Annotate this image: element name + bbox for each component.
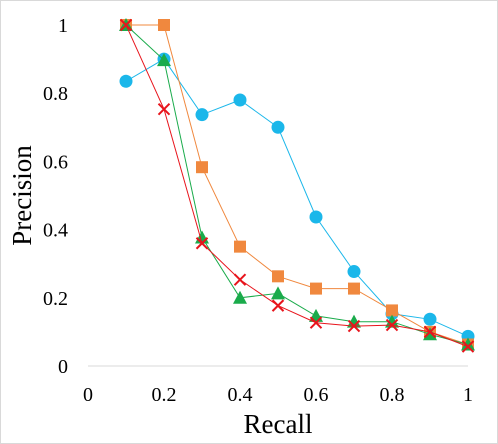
data-point xyxy=(423,325,437,339)
x-tick-label: 0.4 xyxy=(228,384,253,406)
data-point xyxy=(309,308,323,322)
y-tick-label: 0.8 xyxy=(43,83,68,105)
data-point xyxy=(347,265,361,279)
data-point xyxy=(347,319,361,333)
data-point xyxy=(233,273,247,286)
data-point xyxy=(347,314,361,328)
y-tick-label: 1 xyxy=(58,15,68,37)
data-point xyxy=(157,103,171,116)
y-tick-label: 0.4 xyxy=(43,220,68,242)
series-line xyxy=(126,24,469,345)
y-axis-title: Precision xyxy=(7,145,37,246)
x-tick-label: 0.8 xyxy=(380,384,405,406)
series-line xyxy=(125,58,469,337)
y-tick-label: 0.2 xyxy=(43,288,68,310)
x-tick-label: 1 xyxy=(463,384,473,406)
data-point xyxy=(195,237,209,250)
x-tick-label: 0.2 xyxy=(152,384,177,406)
data-point xyxy=(196,161,208,174)
data-point xyxy=(157,53,171,67)
x-axis-title: Recall xyxy=(244,409,313,439)
data-point xyxy=(461,340,475,353)
data-point xyxy=(233,93,247,107)
data-point xyxy=(271,120,285,134)
series-layer xyxy=(119,18,475,353)
data-point xyxy=(272,270,284,283)
data-point xyxy=(195,108,209,122)
data-point xyxy=(423,327,437,341)
series-line xyxy=(125,24,469,348)
series-triangle xyxy=(119,18,475,351)
tick-labels: 0 0.2 0.4 0.6 0.8 1 0 0.2 0.4 0.6 0.8 1 xyxy=(43,15,473,406)
data-point xyxy=(386,304,398,317)
series-x xyxy=(119,18,475,353)
data-point xyxy=(119,18,133,32)
data-point xyxy=(348,282,360,295)
data-point xyxy=(233,290,247,304)
x-tick-label: 0.6 xyxy=(304,384,329,406)
data-point xyxy=(119,74,133,88)
data-point xyxy=(271,299,285,312)
data-point xyxy=(461,337,475,351)
data-point xyxy=(158,19,170,31)
series-circle xyxy=(119,52,475,343)
data-point xyxy=(385,314,399,328)
data-point xyxy=(423,312,437,326)
y-tick-label: 0.6 xyxy=(43,151,68,173)
data-point xyxy=(385,318,399,332)
data-point xyxy=(309,210,323,224)
series-square xyxy=(120,19,474,351)
data-point xyxy=(310,282,322,295)
x-tick-label: 0 xyxy=(83,384,93,406)
data-point xyxy=(234,240,246,253)
data-point xyxy=(309,316,323,329)
data-point xyxy=(271,286,285,300)
y-tick-label: 0 xyxy=(58,356,68,378)
